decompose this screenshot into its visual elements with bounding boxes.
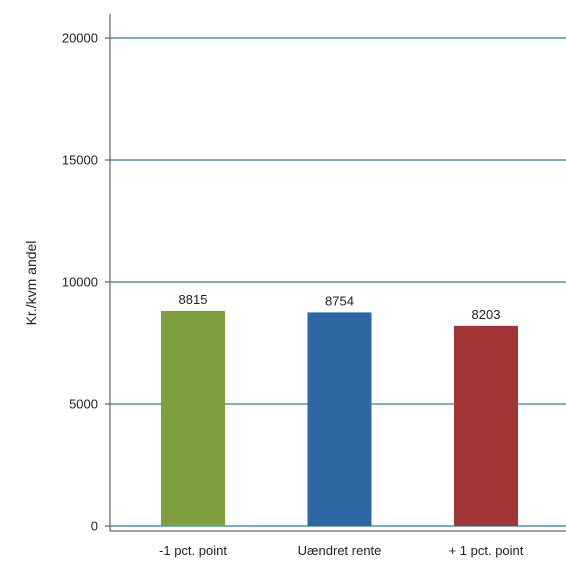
data-labels: 8815 8754 8203 [179,292,501,322]
x-category-label: Uændret rente [298,543,382,558]
x-category-label: -1 pct. point [159,543,227,558]
bar [454,325,518,526]
bar [307,312,372,526]
bar [161,310,225,526]
category-labels: -1 pct. point Uændret rente + 1 pct. point [159,543,524,558]
y-tick-label: 20000 [62,31,98,46]
y-axis-title: Kr./kvm andel [23,241,39,326]
y-tick-label: 5000 [69,397,98,412]
bars [161,310,518,526]
data-label: 8815 [179,292,208,307]
axes [109,14,566,532]
y-tick-label: 10000 [62,275,98,290]
y-tick-labels: 0 5000 10000 15000 20000 [62,31,110,534]
y-tick-label: 15000 [62,153,98,168]
data-label: 8754 [325,293,354,308]
data-label: 8203 [472,307,501,322]
y-tick-label: 0 [91,519,98,534]
x-category-label: + 1 pct. point [449,543,524,558]
